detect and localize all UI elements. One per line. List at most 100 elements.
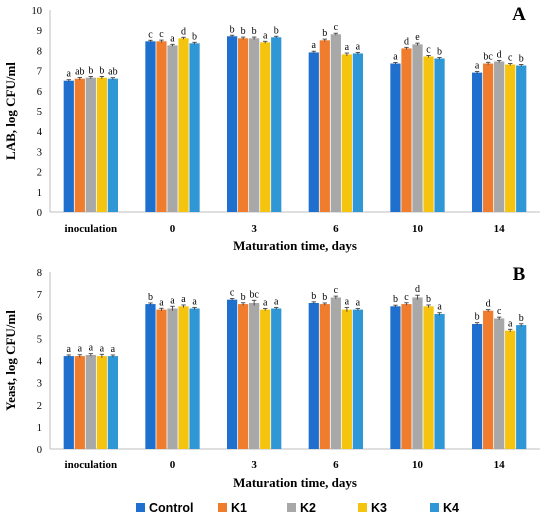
significance-letter: a bbox=[312, 40, 317, 51]
bar-k3 bbox=[505, 330, 516, 449]
y-tick-label: 10 bbox=[32, 6, 43, 17]
bar-k4 bbox=[434, 58, 445, 213]
x-tick-label: 6 bbox=[333, 223, 339, 235]
y-tick-label: 3 bbox=[37, 147, 42, 158]
significance-letter: b bbox=[252, 26, 257, 37]
bar-k3 bbox=[341, 54, 352, 212]
significance-letter: a bbox=[508, 318, 513, 329]
x-tick-label: inoculation bbox=[65, 459, 118, 471]
bar-k4 bbox=[434, 314, 445, 449]
legend-swatch bbox=[287, 503, 296, 512]
bar-k4 bbox=[189, 43, 200, 212]
x-tick-label: inoculation bbox=[65, 223, 118, 235]
y-tick-label: 4 bbox=[37, 127, 43, 138]
significance-letter: a bbox=[181, 294, 186, 305]
bar-k3 bbox=[423, 306, 434, 449]
bar-control bbox=[63, 80, 74, 212]
bar-k4 bbox=[189, 308, 200, 449]
bar-k1 bbox=[401, 304, 412, 449]
significance-letter: a bbox=[356, 41, 361, 52]
significance-letter: a bbox=[67, 69, 72, 80]
significance-letter: c bbox=[334, 22, 339, 33]
legend-item-k2: K2 bbox=[287, 501, 316, 515]
significance-letter: c bbox=[159, 29, 164, 40]
y-tick-label: 4 bbox=[37, 357, 43, 368]
bar-k4 bbox=[516, 65, 527, 212]
bar-control bbox=[390, 63, 401, 212]
significance-letter: a bbox=[263, 298, 268, 309]
legend-swatch bbox=[136, 503, 145, 512]
bar-control bbox=[390, 306, 401, 449]
bar-k3 bbox=[260, 42, 271, 212]
significance-letter: c bbox=[334, 285, 339, 296]
bar-k4 bbox=[352, 309, 363, 449]
legend: Control K1 K2 K3 K4 bbox=[136, 501, 459, 515]
x-tick-label: 6 bbox=[333, 459, 339, 471]
legend-label: K3 bbox=[371, 501, 387, 515]
bar-k3 bbox=[178, 306, 189, 449]
significance-letter: b bbox=[426, 294, 431, 305]
significance-letter: b bbox=[99, 65, 104, 76]
significance-letter: a bbox=[78, 344, 83, 355]
significance-letter: d bbox=[181, 26, 186, 37]
significance-letter: e bbox=[415, 32, 420, 43]
bar-k3 bbox=[178, 38, 189, 212]
bar-k2 bbox=[330, 297, 341, 449]
y-tick-label: 0 bbox=[37, 445, 42, 456]
significance-letter: c bbox=[508, 53, 513, 64]
significance-letter: bc bbox=[483, 51, 493, 62]
significance-letter: a bbox=[170, 295, 175, 306]
legend-item-k1: K1 bbox=[218, 501, 247, 515]
y-tick-label: 6 bbox=[37, 312, 42, 323]
significance-letter: b bbox=[322, 28, 327, 39]
significance-letter: b bbox=[241, 292, 246, 303]
significance-letter: c bbox=[404, 292, 409, 303]
legend-item-control: Control bbox=[136, 501, 193, 515]
y-tick-label: 3 bbox=[37, 379, 42, 390]
bar-k3 bbox=[96, 77, 107, 212]
legend-swatch bbox=[218, 503, 227, 512]
y-tick-label: 8 bbox=[37, 268, 42, 279]
bar-control bbox=[472, 72, 483, 213]
significance-letter: b bbox=[393, 294, 398, 305]
significance-letter: b bbox=[241, 26, 246, 37]
bar-k1 bbox=[238, 38, 249, 212]
bar-control bbox=[63, 356, 74, 449]
significance-letter: b bbox=[88, 65, 93, 76]
legend-label: K4 bbox=[443, 501, 459, 515]
bar-control bbox=[145, 304, 156, 449]
bar-k2 bbox=[330, 34, 341, 212]
y-tick-label: 5 bbox=[37, 107, 42, 118]
significance-letter: c bbox=[426, 44, 431, 55]
bar-k1 bbox=[156, 41, 167, 213]
bar-k1 bbox=[401, 48, 412, 212]
bar-control bbox=[227, 299, 238, 449]
significance-letter: a bbox=[263, 30, 268, 41]
legend-swatch bbox=[430, 503, 439, 512]
bar-k4 bbox=[352, 53, 363, 213]
y-tick-label: 6 bbox=[37, 87, 42, 98]
y-tick-label: 9 bbox=[37, 26, 42, 37]
x-tick-label: 0 bbox=[170, 459, 176, 471]
bar-k1 bbox=[483, 63, 494, 212]
bar-k2 bbox=[249, 302, 260, 449]
significance-letter: d bbox=[486, 299, 491, 310]
bar-control bbox=[308, 302, 319, 449]
significance-letter: a bbox=[356, 298, 361, 309]
y-axis-title: LAB, log CFU/ml bbox=[3, 62, 18, 160]
y-tick-label: 1 bbox=[37, 423, 42, 434]
x-tick-label: 0 bbox=[170, 223, 176, 235]
significance-letter: b bbox=[311, 291, 316, 302]
bar-k1 bbox=[319, 40, 330, 212]
significance-letter: a bbox=[274, 296, 279, 307]
significance-letter: b bbox=[148, 292, 153, 303]
significance-letter: a bbox=[100, 343, 105, 354]
legend-label: K1 bbox=[231, 501, 247, 515]
bar-k2 bbox=[85, 354, 96, 449]
y-tick-label: 5 bbox=[37, 334, 42, 345]
y-tick-label: 2 bbox=[37, 168, 42, 179]
significance-letter: b bbox=[475, 312, 480, 323]
bar-k3 bbox=[96, 356, 107, 449]
